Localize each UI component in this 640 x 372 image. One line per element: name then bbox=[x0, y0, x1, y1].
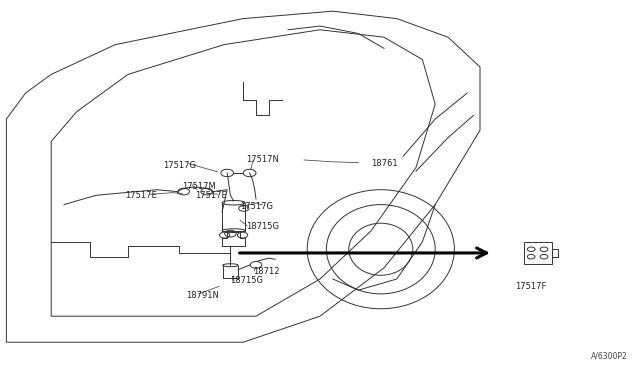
Text: 17517E: 17517E bbox=[125, 191, 157, 200]
Text: 17517F: 17517F bbox=[515, 282, 547, 291]
Text: 17517G: 17517G bbox=[163, 161, 196, 170]
Text: 18761: 18761 bbox=[371, 159, 398, 168]
Text: 18791N: 18791N bbox=[186, 291, 218, 300]
Text: 18715G: 18715G bbox=[230, 276, 264, 285]
Text: 17517G: 17517G bbox=[240, 202, 273, 211]
Text: 18715G: 18715G bbox=[246, 222, 280, 231]
Text: 18712: 18712 bbox=[253, 267, 279, 276]
Text: 17517M: 17517M bbox=[182, 182, 216, 190]
Bar bbox=[524, 242, 552, 264]
Text: 17517N: 17517N bbox=[246, 155, 279, 164]
Text: 17517E: 17517E bbox=[195, 191, 227, 200]
Text: A/6300P2: A/6300P2 bbox=[591, 352, 627, 361]
